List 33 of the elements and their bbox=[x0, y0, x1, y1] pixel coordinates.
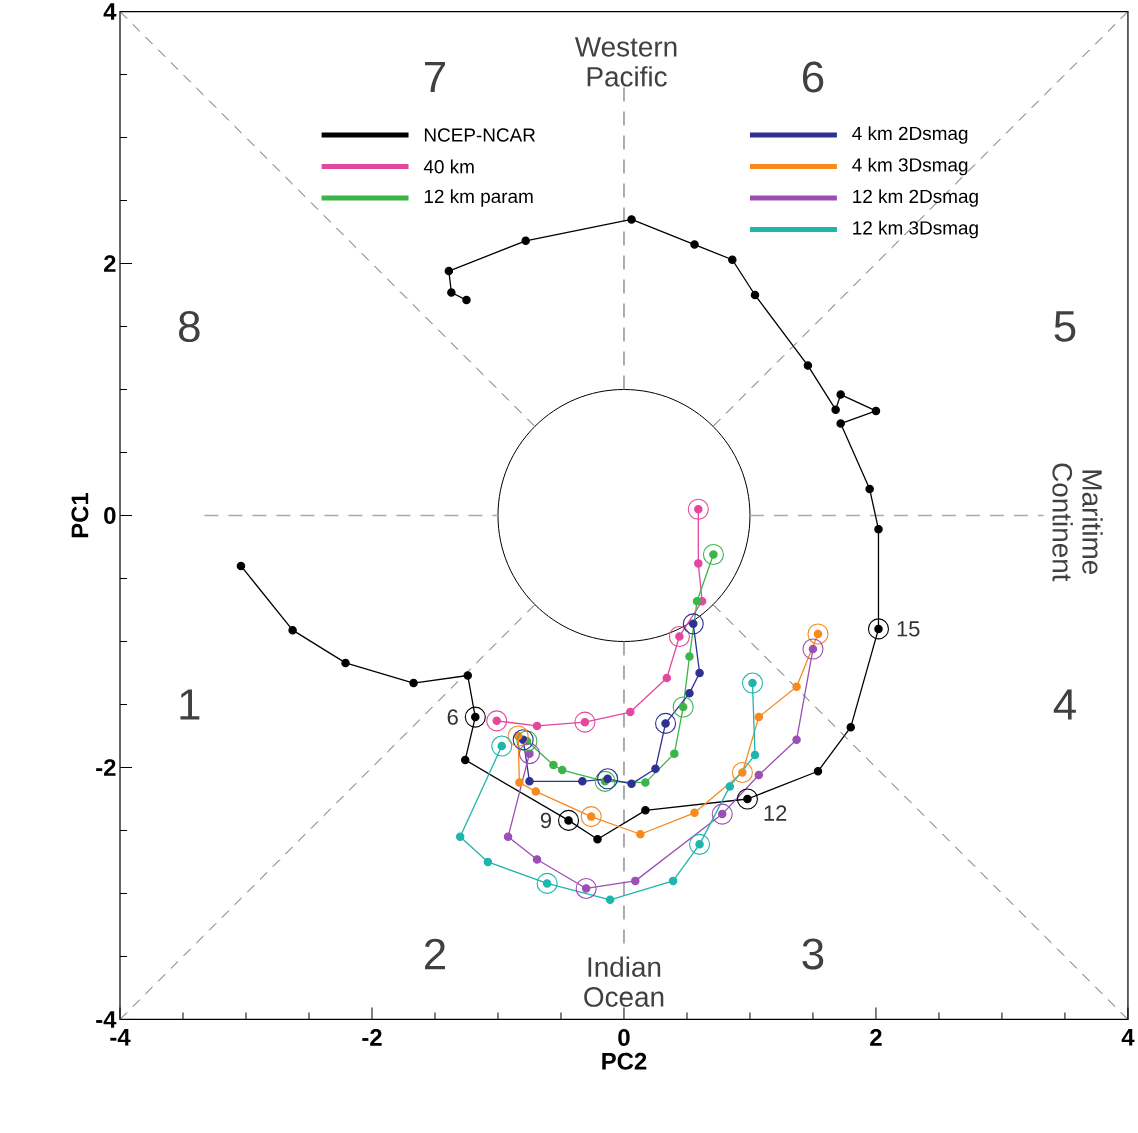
annotation: 15 bbox=[897, 621, 920, 637]
annotation: 8 bbox=[179, 310, 200, 342]
annotation: 3 bbox=[802, 938, 824, 970]
y-tick-label: -4 bbox=[96, 1011, 117, 1028]
annotation: Western Pacific bbox=[574, 37, 677, 87]
x-tick-label: 0 bbox=[618, 1028, 630, 1046]
legend-label: 12 km 3Dsmag bbox=[853, 220, 978, 239]
legend-label: 12 km 2Dsmag bbox=[853, 188, 978, 207]
x-axis-title: PC2 bbox=[602, 1052, 647, 1070]
y-tick-label: 0 bbox=[104, 506, 116, 524]
x-tick-label: 2 bbox=[870, 1028, 882, 1046]
legend-label: NCEP-NCAR bbox=[424, 128, 536, 142]
annotation: 2 bbox=[425, 938, 445, 970]
legend-label: 12 km param bbox=[424, 188, 533, 207]
annotation: Maritime Continent bbox=[1052, 463, 1103, 582]
annotation: 12 bbox=[764, 805, 787, 821]
annotation: 4 bbox=[1053, 689, 1076, 720]
annotation: 9 bbox=[540, 812, 551, 828]
annotation: 1 bbox=[180, 689, 200, 720]
y-tick-label: -2 bbox=[96, 758, 116, 776]
y-axis-title: PC1 bbox=[71, 492, 89, 537]
y-tick-label: 4 bbox=[103, 3, 117, 20]
annotation: Indian Ocean bbox=[584, 956, 664, 1007]
legend-label: 40 km bbox=[423, 159, 474, 174]
annotation: 6 bbox=[447, 709, 458, 725]
annotation: 7 bbox=[425, 61, 445, 92]
y-tick-label: 2 bbox=[104, 254, 116, 272]
legend-label: 4 km 3Dsmag bbox=[852, 157, 968, 176]
annotation: 5 bbox=[1054, 310, 1076, 342]
legend-label: 4 km 2Dsmag bbox=[852, 125, 968, 144]
x-tick-label: -2 bbox=[362, 1028, 382, 1046]
annotation: 6 bbox=[802, 61, 824, 93]
x-tick-label: 4 bbox=[1121, 1028, 1135, 1046]
